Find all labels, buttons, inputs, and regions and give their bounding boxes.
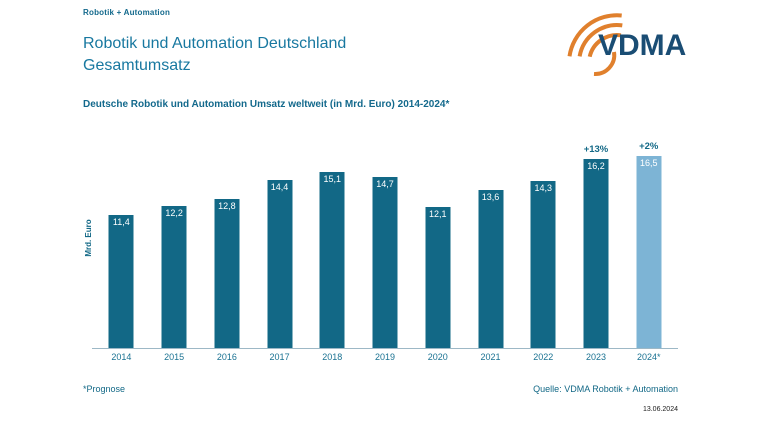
x-axis-labels: 2014 2015 2016 2017 2018 2019 2020 2021 2022 2023… <box>95 352 675 362</box>
bar-column: 14,4 <box>253 140 306 348</box>
x-tick-label: 2022 <box>533 352 554 362</box>
bar-chart: 11,4 12,2 12,8 14,4 15,1 14,7 12,1 13,6 14,3 +13%… <box>95 140 675 348</box>
bar-2023: 16,2 <box>583 159 609 348</box>
bar-value-label: 14,3 <box>534 183 552 193</box>
title-line1: Robotik und Automation Deutschland <box>83 35 347 52</box>
x-tick-label: 2024* <box>636 352 661 362</box>
logo-arcs-icon <box>567 13 623 77</box>
bar-2018: 15,1 <box>319 172 345 348</box>
growth-label: +2% <box>639 141 659 152</box>
bar-2020: 12,1 <box>425 207 451 348</box>
x-tick-label: 2017 <box>269 352 290 362</box>
bar-column: 12,1 <box>411 140 464 348</box>
bar-2021: 13,6 <box>478 190 503 348</box>
bar-column: 13,6 <box>464 140 517 348</box>
x-tick-label: 2014 <box>111 352 132 362</box>
bar-2022: 14,3 <box>530 181 556 348</box>
bar-value-label: 14,7 <box>376 179 394 189</box>
growth-label: +13% <box>583 144 609 155</box>
bar-2019: 14,7 <box>372 177 398 348</box>
bar-2016: 12,8 <box>214 199 240 348</box>
x-tick-label: 2016 <box>216 352 237 362</box>
source-text: Quelle: VDMA Robotik + Automation <box>533 384 678 394</box>
chart-title: Deutsche Robotik und Automation Umsatz w… <box>83 99 450 110</box>
vdma-logo: VDMA <box>567 13 686 77</box>
bar-value-label: 16,2 <box>587 161 605 171</box>
bar-column: +13% 16,2 <box>570 140 623 348</box>
x-axis-line <box>92 348 678 349</box>
bar-value-label: 16,5 <box>639 158 658 168</box>
x-tick-label: 2018 <box>322 352 343 362</box>
bar-column: +2% 16,5 <box>622 140 675 348</box>
page-title: Robotik und Automation Deutschland Gesamt… <box>83 33 346 77</box>
bar-column: 12,8 <box>200 140 253 348</box>
x-tick-label: 2021 <box>480 352 501 362</box>
date-stamp: 13.06.2024 <box>642 406 678 413</box>
bar-column: 15,1 <box>306 140 359 348</box>
x-tick-label: 2015 <box>164 352 185 362</box>
bar-value-label: 13,6 <box>481 192 500 202</box>
bar-value-label: 12,2 <box>165 208 183 218</box>
bar-columns: 11,4 12,2 12,8 14,4 15,1 14,7 12,1 13,6 14,3 +13%… <box>95 140 675 348</box>
bar-2014: 11,4 <box>108 215 134 348</box>
bar-value-label: 12,1 <box>429 209 447 219</box>
bar-column: 12,2 <box>148 140 201 348</box>
bar-value-label: 15,1 <box>323 174 342 184</box>
brand-header: Robotik + Automation <box>83 8 171 17</box>
vdma-logo-text: VDMA <box>598 29 686 62</box>
bar-column: 14,3 <box>517 140 570 348</box>
title-line2: Gesamtumsatz <box>83 57 191 74</box>
bar-column: 14,7 <box>359 140 412 348</box>
bar-2017: 14,4 <box>267 180 293 348</box>
bar-value-label: 14,4 <box>270 182 289 192</box>
x-tick-label: 2019 <box>375 352 396 362</box>
bar-2024*: 16,5 <box>636 156 662 348</box>
x-tick-label: 2020 <box>427 352 448 362</box>
bar-2015: 12,2 <box>161 206 187 348</box>
x-tick-label: 2023 <box>585 352 606 362</box>
footnote: *Prognose <box>83 384 126 394</box>
bar-value-label: 12,8 <box>218 201 236 211</box>
bar-column: 11,4 <box>95 140 148 348</box>
bar-value-label: 11,4 <box>112 217 130 227</box>
